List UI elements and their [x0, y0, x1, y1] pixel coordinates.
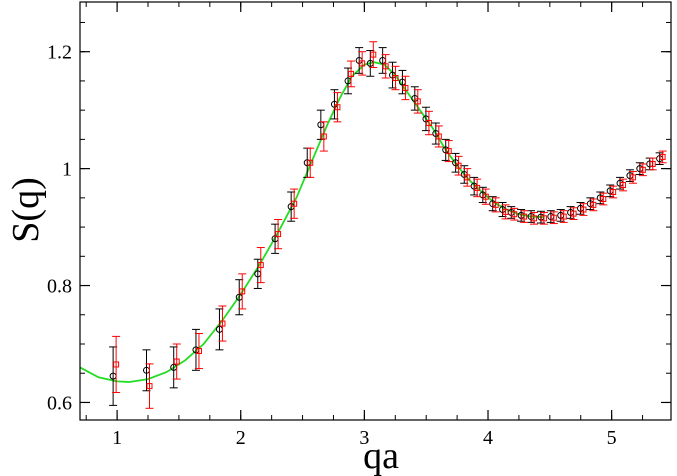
fit-line [79, 61, 544, 383]
square-marker [610, 189, 617, 195]
y-tick-label: 0.8 [47, 276, 72, 298]
square-marker [540, 215, 547, 222]
x-axis-title: qa [363, 435, 399, 476]
square-marker [531, 215, 538, 222]
square-marker [435, 133, 442, 140]
square-marker [348, 70, 355, 77]
square-marker [113, 361, 120, 368]
square-marker [359, 60, 366, 67]
square-marker [474, 184, 481, 191]
x-tick-label: 2 [236, 427, 246, 449]
square-marker [425, 120, 432, 127]
square-marker [257, 262, 264, 269]
square-marker [560, 213, 567, 220]
plot-frame [79, 1, 672, 421]
square-marker [464, 174, 471, 181]
square-marker [320, 133, 327, 140]
square-marker [580, 206, 587, 213]
square-marker [550, 214, 557, 221]
square-marker [570, 210, 577, 217]
square-marker [502, 208, 509, 215]
square-marker [445, 148, 452, 155]
square-marker [146, 383, 153, 390]
chart-marks [79, 41, 667, 409]
square-marker [482, 193, 489, 200]
square-marker [649, 160, 656, 167]
square-marker [195, 348, 202, 355]
chart-axes: 1 2 3 4 5 0.6 0.8 1 1.2 [47, 1, 672, 449]
square-marker [219, 320, 226, 327]
square-marker [307, 159, 314, 166]
square-marker [334, 104, 341, 111]
y-tick-label: 1 [62, 159, 72, 181]
square-marker [455, 162, 462, 169]
square-marker [173, 358, 180, 365]
square-marker [629, 174, 636, 181]
square-marker [492, 201, 499, 208]
square-marker [370, 51, 377, 58]
square-marker [521, 213, 528, 220]
square-marker [402, 84, 409, 91]
x-tick-label: 1 [112, 427, 122, 449]
y-axis-title: S(q) [5, 177, 47, 242]
square-marker [620, 181, 627, 188]
square-marker [414, 98, 421, 105]
square-marker [291, 200, 298, 207]
square-marker [239, 288, 246, 295]
square-marker [600, 196, 607, 203]
square-marker [511, 211, 518, 218]
square-marker [275, 231, 282, 238]
square-marker [590, 201, 597, 208]
square-marker [382, 63, 389, 70]
square-marker [659, 153, 666, 160]
x-tick-label: 3 [359, 427, 369, 449]
y-tick-label: 0.6 [47, 392, 72, 414]
x-tick-label: 4 [483, 427, 493, 449]
x-tick-label: 5 [607, 427, 617, 449]
y-tick-label: 1.2 [47, 42, 72, 64]
square-marker [392, 75, 399, 81]
square-marker [639, 166, 646, 173]
